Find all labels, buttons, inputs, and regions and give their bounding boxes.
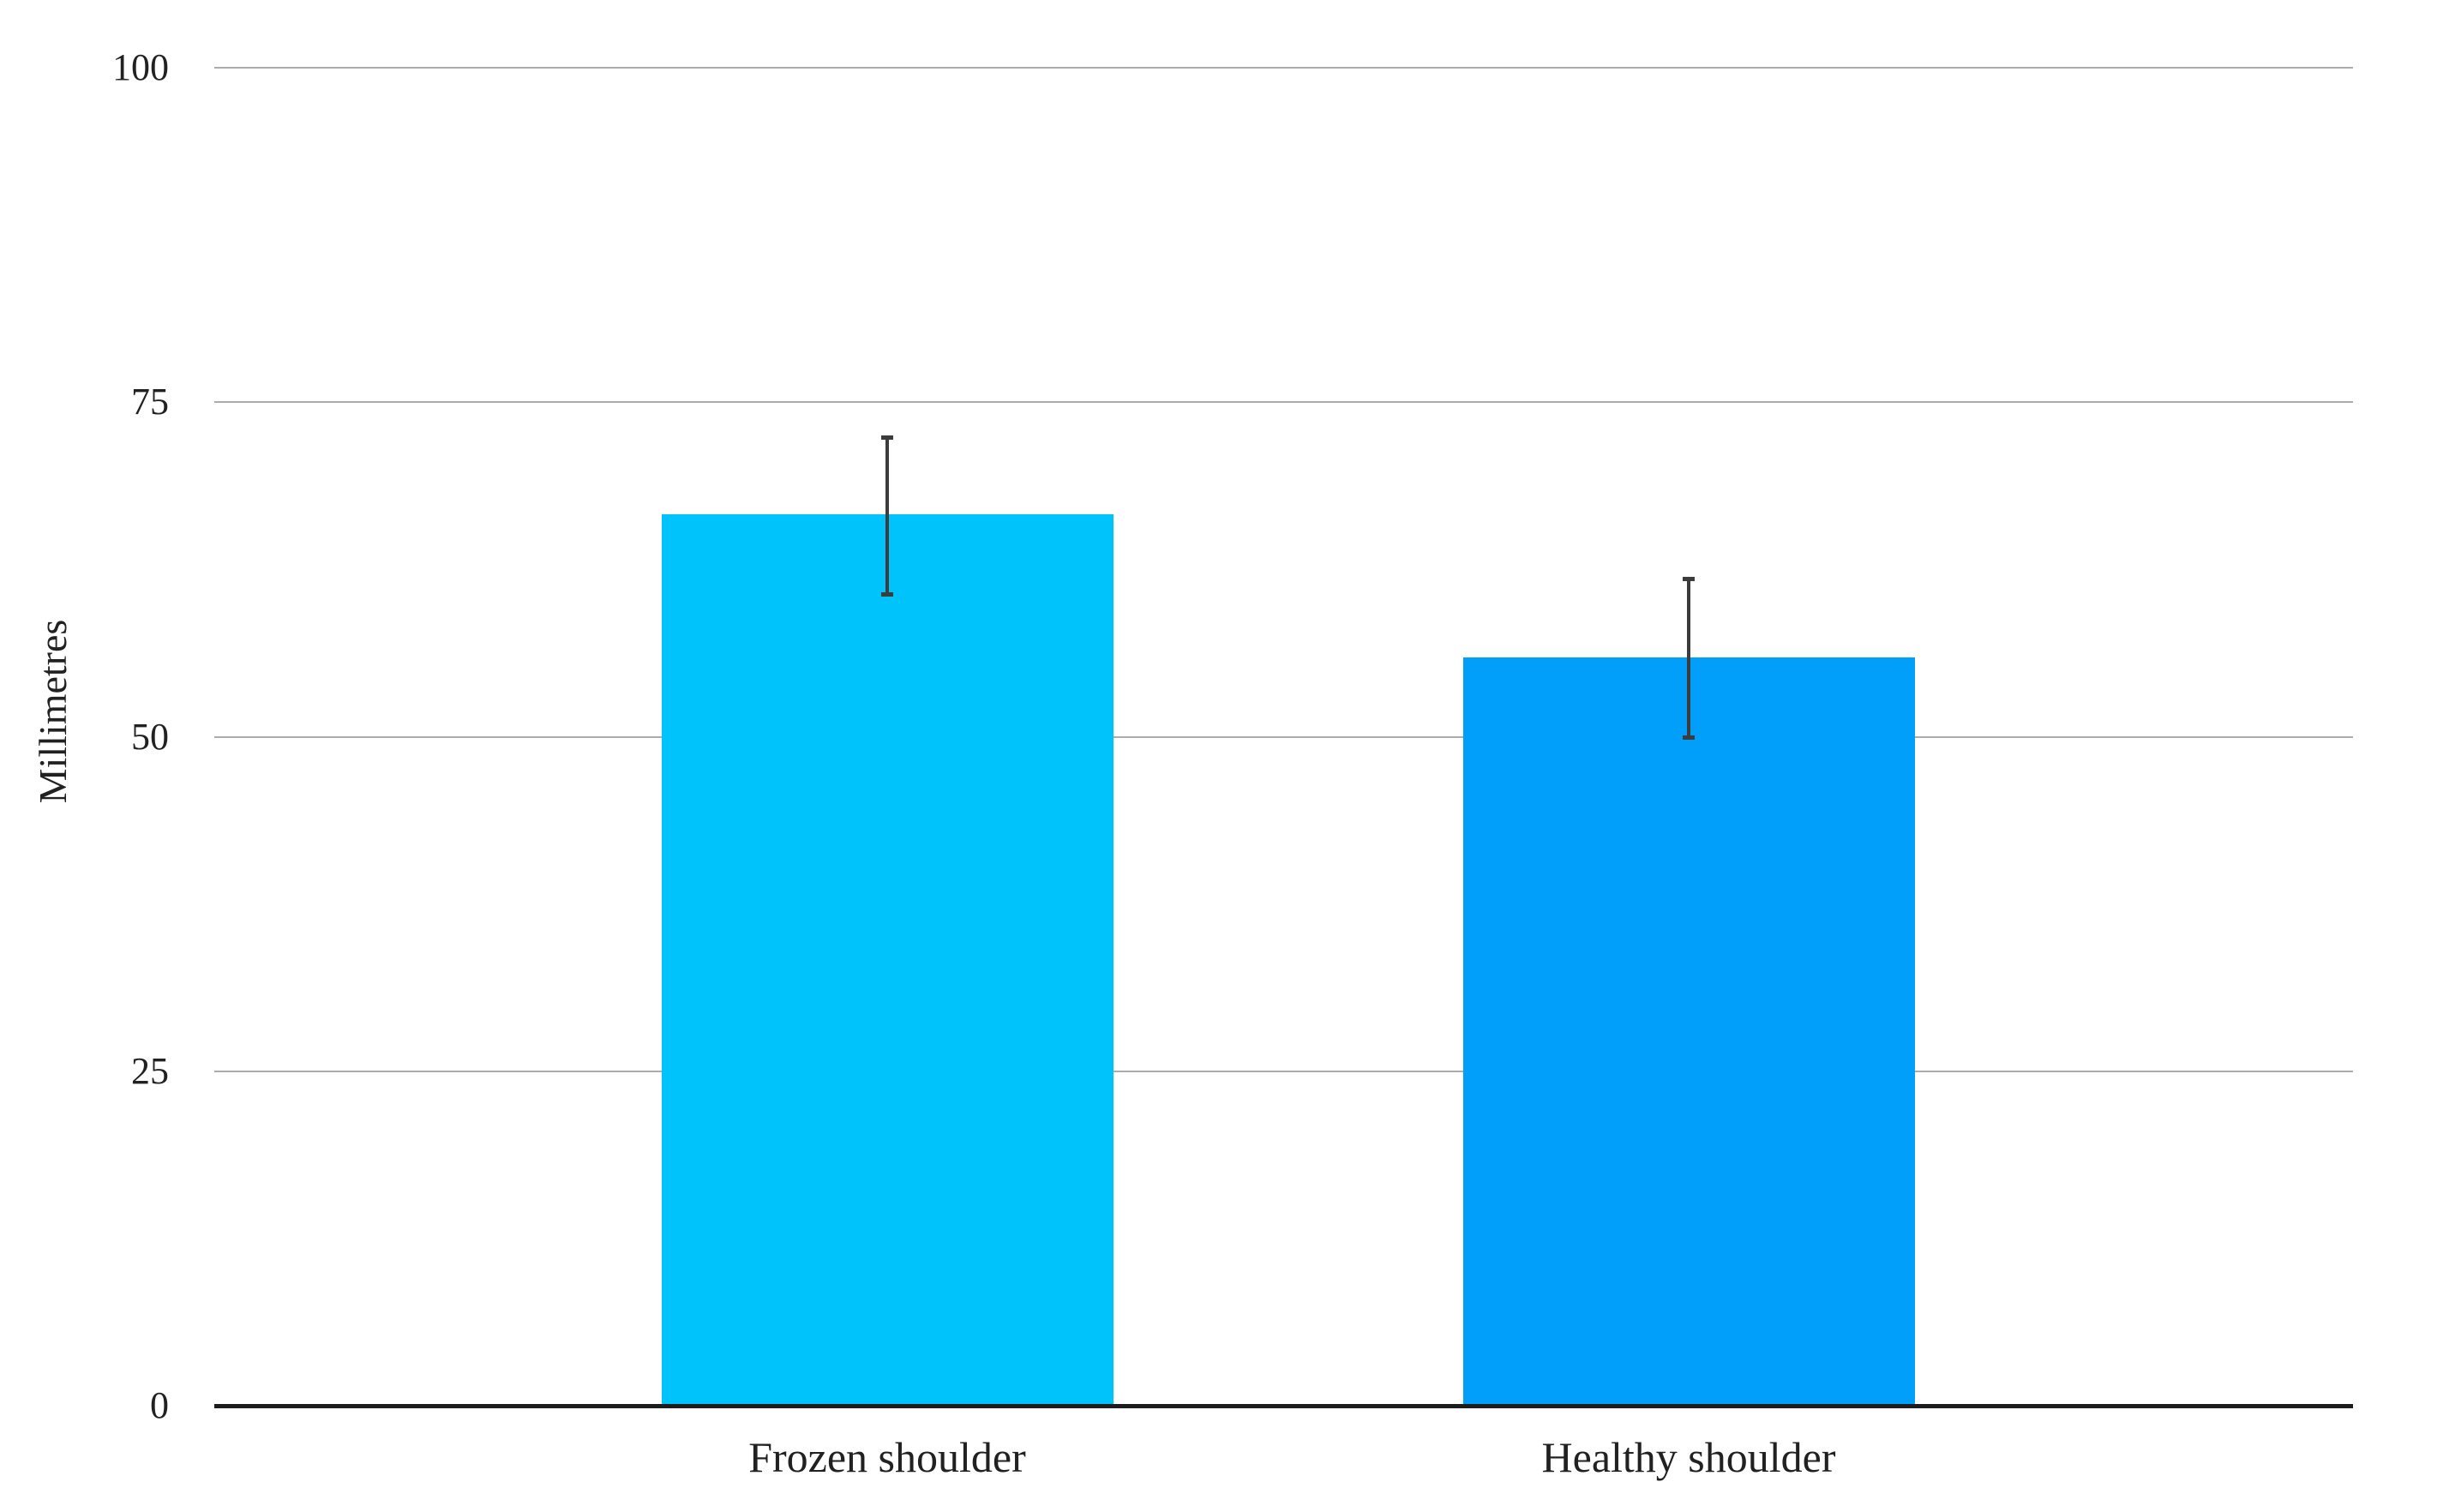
x-category-label: Healthy shoulder bbox=[1541, 1433, 1836, 1481]
bar-healthy-shoulder bbox=[1462, 657, 1915, 1406]
error-bar-top-cap bbox=[1683, 577, 1695, 582]
bar-frozen-shoulder bbox=[661, 514, 1113, 1406]
y-tick-label: 50 bbox=[131, 715, 169, 758]
y-tick-label: 75 bbox=[131, 381, 169, 423]
gridline bbox=[214, 735, 2353, 738]
x-axis-line bbox=[214, 1404, 2353, 1408]
error-bar-bottom-cap bbox=[1683, 735, 1695, 741]
error-bar-bottom-cap bbox=[881, 592, 893, 597]
gridline bbox=[214, 401, 2353, 404]
y-tick-label: 100 bbox=[112, 46, 169, 88]
gridline bbox=[214, 1070, 2353, 1072]
gridline bbox=[214, 67, 2353, 69]
error-bar bbox=[885, 436, 889, 596]
y-tick-label: 25 bbox=[131, 1049, 169, 1092]
error-bar bbox=[1687, 579, 1690, 739]
x-category-label: Frozen shoulder bbox=[748, 1433, 1026, 1481]
error-bar-top-cap bbox=[881, 435, 893, 440]
y-tick-label: 0 bbox=[150, 1384, 169, 1426]
